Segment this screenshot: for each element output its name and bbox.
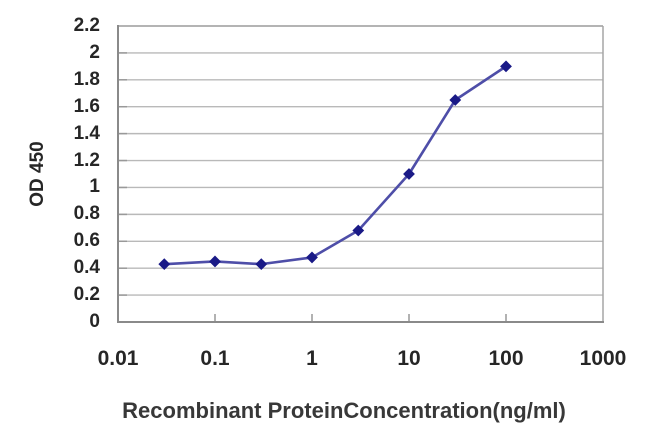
y-tick-label: 0.2 (73, 284, 100, 306)
data-point-marker (500, 60, 512, 73)
data-point-marker (158, 258, 171, 271)
y-tick-label: 2.2 (73, 15, 100, 36)
y-tick-label: 1.2 (73, 149, 100, 171)
y-tick-label: 1.4 (73, 122, 100, 144)
x-tick-label: 0.1 (200, 347, 230, 370)
data-point-marker (306, 251, 318, 264)
y-tick-label: 1 (89, 176, 100, 198)
plot-background (118, 26, 603, 322)
data-point-marker (255, 258, 268, 271)
x-tick-label: 100 (488, 347, 524, 370)
y-tick-label: 0 (89, 311, 100, 332)
y-tick-label: 2 (89, 41, 100, 63)
data-point-marker (449, 94, 462, 106)
y-tick-label: 0.6 (73, 230, 100, 252)
series-line (162, 65, 508, 266)
data-point-marker (403, 168, 415, 180)
x-tick-label: 1000 (579, 347, 627, 370)
x-axis-title: Recombinant ProteinConcentration(ng/ml) (122, 398, 566, 423)
data-point-marker (352, 224, 365, 237)
x-tick-label: 10 (397, 347, 421, 370)
y-tick-label: 1.8 (73, 68, 100, 90)
y-tick-label: 1.6 (73, 95, 100, 117)
x-tick-label: 0.01 (97, 347, 139, 370)
x-tick-label: 1 (306, 347, 318, 370)
y-tick-label: 0.8 (73, 203, 100, 225)
data-point-marker (209, 255, 221, 268)
y-tick-label: 0.4 (73, 257, 100, 279)
